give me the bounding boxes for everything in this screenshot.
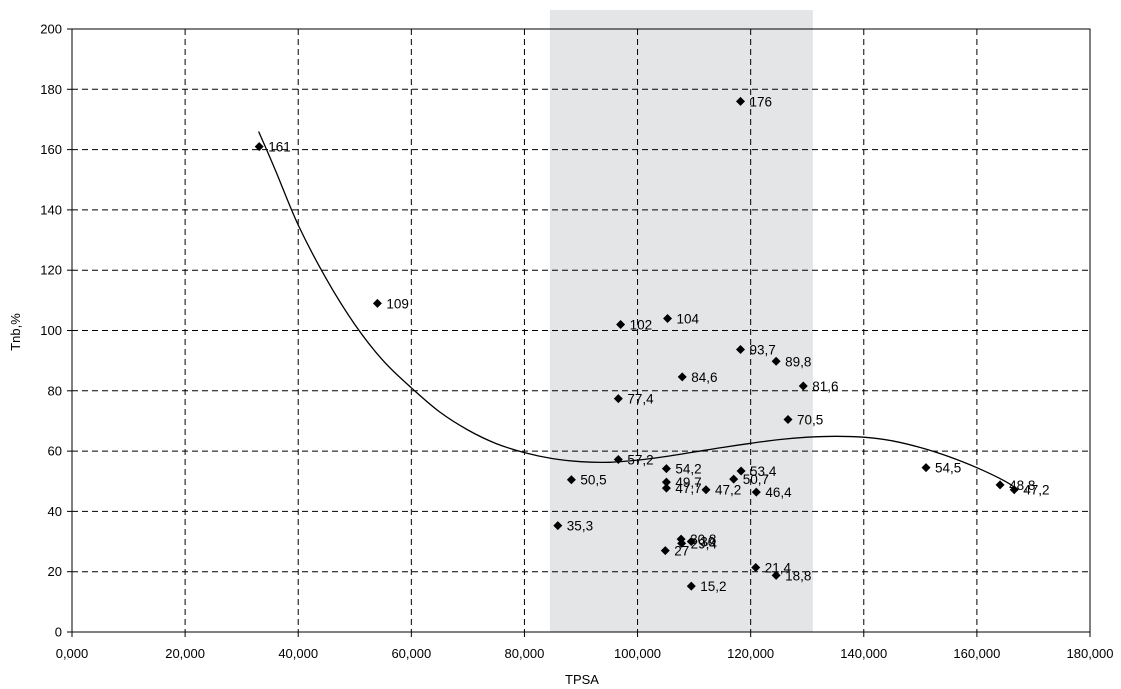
y-tick-label: 100: [40, 323, 62, 338]
data-point-marker: [566, 475, 576, 485]
data-point-marker: [663, 313, 673, 323]
x-tick-label: 60,000: [391, 646, 431, 661]
data-point-marker: [1009, 485, 1019, 495]
grid-layer: [72, 29, 1090, 632]
data-point-marker: [736, 466, 746, 476]
data-point-label: 15,2: [700, 579, 726, 594]
data-point-marker: [729, 474, 739, 484]
x-tick-label: 120,000: [727, 646, 774, 661]
data-point-marker: [735, 96, 745, 106]
data-point-label: 46,4: [765, 485, 792, 500]
x-tick-label: 80,000: [505, 646, 545, 661]
data-point-label: 50,7: [743, 472, 769, 487]
x-tick-label: 160,000: [953, 646, 1000, 661]
data-point-marker: [686, 581, 696, 591]
data-point-marker: [677, 538, 687, 548]
data-point-label: 176: [749, 94, 772, 109]
data-point-marker: [783, 414, 793, 424]
x-tick-label: 40,000: [278, 646, 318, 661]
y-tick-label: 60: [48, 444, 62, 459]
data-point-label: 54,2: [675, 462, 701, 477]
data-point-label: 35,3: [567, 519, 593, 534]
data-point-label: 47,2: [715, 483, 741, 498]
y-tick-label: 0: [55, 625, 62, 640]
data-point-marker: [751, 562, 761, 572]
data-point-marker: [254, 142, 264, 152]
data-point-label: 104: [677, 311, 700, 326]
data-point-marker: [616, 319, 626, 329]
data-point-label: 93,7: [749, 342, 775, 357]
data-point-label: 89,8: [785, 354, 811, 369]
x-tick-label: 180,000: [1067, 646, 1114, 661]
y-axis-title: Tnb,%: [8, 313, 23, 351]
data-points: 161 109 102 104 176 93,7 89,8 84,6 81,6 77,4 70,5 5…: [254, 94, 1049, 594]
highlight-band-layer: [549, 10, 813, 632]
data-point-marker: [771, 570, 781, 580]
data-point-label: 50,5: [580, 473, 606, 488]
x-tick-label: 140,000: [840, 646, 887, 661]
data-point-marker: [686, 537, 696, 547]
x-tick-label: 100,000: [614, 646, 661, 661]
data-point-label: 57,2: [627, 453, 653, 468]
y-axis-ticks: 0 20 40 60 80 100 120 140 160 180 200: [40, 22, 72, 640]
data-point-marker: [995, 480, 1005, 490]
data-point-label: 161: [268, 140, 291, 155]
y-tick-label: 160: [40, 142, 62, 157]
data-point-marker: [553, 521, 563, 531]
data-point-marker: [798, 381, 808, 391]
data-point-label: 47,2: [1023, 483, 1049, 498]
data-point-label: 49,7: [675, 475, 701, 490]
y-tick-label: 200: [40, 22, 62, 37]
data-point-marker: [735, 344, 745, 354]
data-point-marker: [771, 356, 781, 366]
data-point-label: 30: [700, 535, 715, 550]
y-tick-label: 80: [48, 383, 62, 398]
data-point-marker: [921, 463, 931, 473]
trend-line: [258, 131, 1017, 490]
data-point-marker: [613, 455, 623, 465]
data-point-label: 30,8: [690, 532, 716, 547]
y-tick-label: 140: [40, 202, 62, 217]
y-tick-label: 40: [48, 504, 62, 519]
data-point-label: 27: [674, 544, 689, 559]
highlight-band: [549, 10, 813, 632]
data-point-marker: [661, 477, 671, 487]
data-point-label: 84,6: [691, 370, 717, 385]
data-point-marker: [661, 464, 671, 474]
y-tick-label: 180: [40, 82, 62, 97]
data-point-marker: [751, 487, 761, 497]
data-point-label: 102: [630, 317, 653, 332]
data-point-label: 70,5: [797, 412, 823, 427]
data-point-label: 21,4: [765, 560, 792, 575]
data-point-label: 54,5: [935, 461, 961, 476]
data-point-label: 47,7: [675, 481, 701, 496]
y-tick-label: 20: [48, 564, 62, 579]
data-point-label: 109: [386, 296, 409, 311]
data-point-label: 53,4: [750, 464, 777, 479]
x-tick-label: 20,000: [165, 646, 205, 661]
data-point-marker: [701, 485, 711, 495]
data-point-label: 29,4: [691, 536, 718, 551]
data-point-label: 77,4: [627, 392, 654, 407]
y-tick-label: 120: [40, 263, 62, 278]
x-tick-label: 0,000: [56, 646, 89, 661]
data-point-label: 81,6: [812, 379, 838, 394]
x-axis-ticks: 0,000 20,000 40,000 60,000 80,000 100,000 120,…: [56, 632, 1114, 661]
data-point-marker: [613, 394, 623, 404]
x-axis-title: TPSA: [565, 672, 599, 687]
data-point-marker: [661, 483, 671, 493]
data-point-marker: [677, 372, 687, 382]
data-point-marker: [660, 546, 670, 556]
data-point-marker: [372, 298, 382, 308]
data-point-label: 18,8: [785, 568, 811, 583]
